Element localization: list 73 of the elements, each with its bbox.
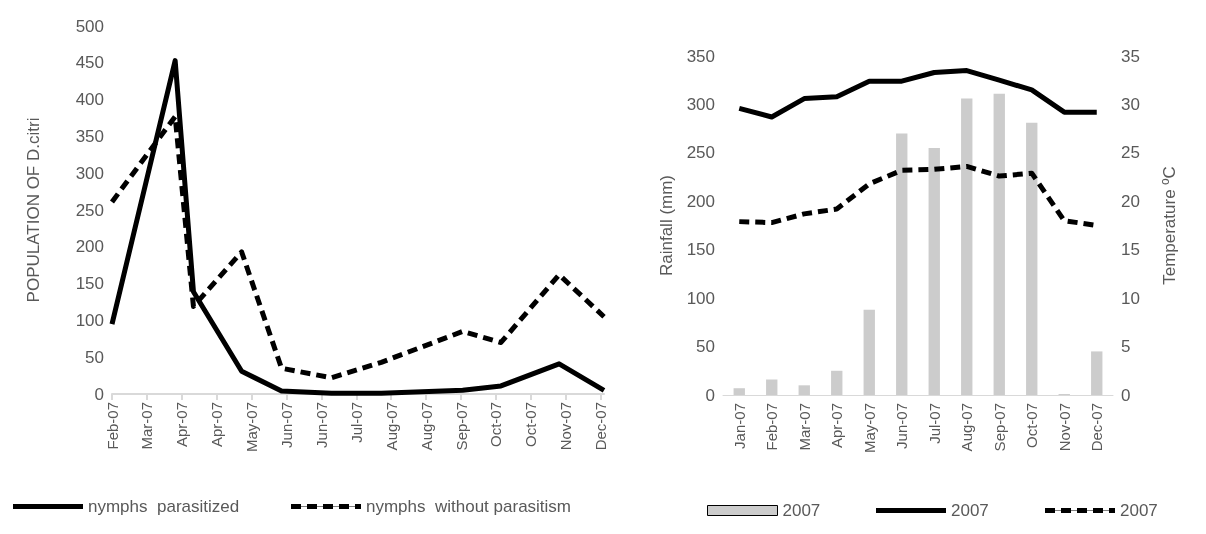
x-tick-label: Jul-07 — [925, 403, 943, 444]
y2-tick-label: 20 — [1121, 191, 1140, 211]
legend-label: 2007 — [782, 501, 821, 520]
y-tick-label: 500 — [75, 16, 104, 36]
x-tick-label: May-07 — [860, 403, 878, 454]
y-tick-label: 200 — [75, 237, 104, 257]
bar — [1026, 122, 1038, 395]
x-tick-label: Jun-07 — [312, 402, 330, 448]
bar — [831, 370, 843, 395]
y-tick-label: 100 — [75, 310, 104, 330]
x-tick-label: Apr-07 — [828, 403, 846, 449]
x-tick-label: Jan-07 — [730, 403, 748, 449]
y2-tick-label: 5 — [1121, 337, 1131, 357]
x-tick-label: Mar-07 — [138, 402, 156, 450]
x-tick-label: May-07 — [243, 402, 261, 453]
x-tick-label: Mar-07 — [795, 403, 813, 451]
x-tick-label: Sep-07 — [990, 403, 1008, 452]
y-tick-label: 400 — [75, 90, 104, 110]
y-tick-label: 450 — [75, 53, 104, 73]
x-tick-label: Aug-07 — [382, 402, 400, 451]
bar — [863, 309, 875, 395]
x-tick-label: Feb-07 — [103, 402, 121, 450]
x-tick-label: Oct-07 — [522, 402, 540, 448]
x-tick-label: Nov-07 — [1055, 403, 1073, 452]
y-tick-label: 150 — [686, 240, 715, 260]
y-tick-label: 0 — [705, 385, 715, 405]
bar — [798, 385, 810, 395]
bar — [961, 98, 973, 395]
x-tick-label: Feb-07 — [763, 403, 781, 451]
y-tick-label: 200 — [686, 191, 715, 211]
bar — [896, 133, 908, 395]
x-tick-label: Aug-07 — [958, 403, 976, 452]
x-tick-label: Sep-07 — [452, 402, 470, 451]
y-tick-label: 350 — [686, 46, 715, 66]
y2-tick-label: 35 — [1121, 46, 1140, 66]
y-tick-label: 50 — [85, 347, 104, 367]
x-tick-label: Dec-07 — [592, 402, 610, 451]
y-tick-label: 150 — [75, 274, 104, 294]
y-tick-label: 300 — [75, 163, 104, 183]
y-tick-label: 350 — [75, 126, 104, 146]
y-tick-label: 100 — [686, 288, 715, 308]
y-tick-label: 300 — [686, 94, 715, 114]
bar — [993, 93, 1005, 395]
x-tick-label: Oct-07 — [487, 402, 505, 448]
bar — [1091, 351, 1103, 395]
bar — [766, 379, 778, 395]
y2-tick-label: 0 — [1121, 385, 1131, 405]
y-tick-label: 250 — [686, 143, 715, 163]
x-tick-label: Dec-07 — [1088, 403, 1106, 452]
bar — [928, 148, 940, 395]
legend-label: 2007 — [1120, 501, 1158, 520]
x-tick-label: Nov-07 — [557, 402, 575, 451]
legend-label: nymphs without parasitism — [366, 497, 572, 516]
x-tick-label: Jul-07 — [347, 402, 365, 443]
legend-label: nymphs parasitized — [88, 497, 240, 516]
x-tick-label: Apr-07 — [208, 402, 226, 448]
y2-tick-label: 10 — [1121, 288, 1140, 308]
y-tick-label: 0 — [94, 384, 104, 404]
y-axis-title: POPULATION OF D.citri — [24, 117, 43, 303]
y2-tick-label: 30 — [1121, 94, 1140, 114]
x-tick-label: Jun-07 — [893, 403, 911, 449]
y-tick-label: 50 — [696, 337, 715, 357]
y2-tick-label: 25 — [1121, 143, 1140, 163]
y2-axis-title: Temperature ºC — [1160, 166, 1179, 285]
y2-tick-label: 15 — [1121, 240, 1140, 260]
y-axis-title: Rainfall (mm) — [657, 174, 676, 277]
legend-label: 2007 — [951, 501, 989, 520]
x-tick-label: Oct-07 — [1023, 403, 1041, 449]
bar — [733, 388, 745, 395]
x-tick-label: Apr-07 — [173, 402, 191, 448]
x-tick-label: Jun-07 — [278, 402, 296, 448]
y-tick-label: 250 — [75, 200, 104, 220]
x-tick-label: Aug-07 — [417, 402, 435, 451]
